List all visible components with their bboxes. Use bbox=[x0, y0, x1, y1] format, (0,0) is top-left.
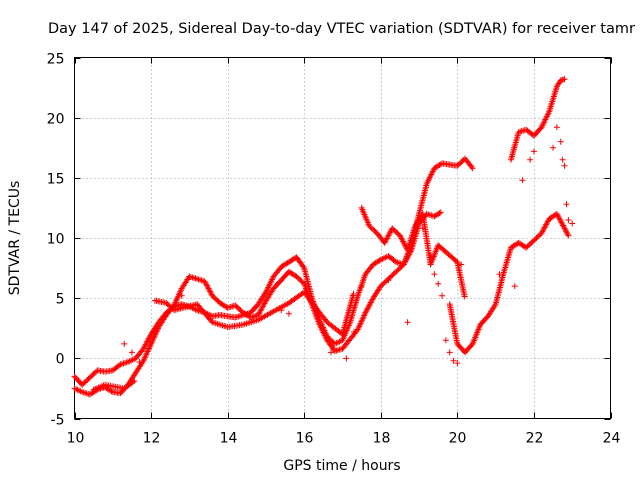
data-point bbox=[519, 177, 526, 184]
x-tick-label: 18 bbox=[373, 431, 391, 447]
data-point bbox=[358, 283, 365, 290]
data-point bbox=[437, 209, 444, 216]
data-point bbox=[565, 216, 572, 223]
x-tick-label: 10 bbox=[67, 431, 85, 447]
data-point bbox=[565, 232, 572, 239]
x-tick-label: 24 bbox=[603, 431, 621, 447]
data-point bbox=[108, 388, 115, 395]
data-points bbox=[71, 76, 576, 398]
x-tick-label: 20 bbox=[449, 431, 467, 447]
data-point bbox=[350, 328, 357, 335]
data-point bbox=[343, 355, 350, 362]
data-point bbox=[436, 210, 443, 217]
y-tick-label: 20 bbox=[47, 112, 65, 128]
data-point bbox=[350, 290, 357, 297]
data-point bbox=[328, 349, 335, 356]
y-tick-label: 5 bbox=[56, 292, 65, 308]
y-tick-label: 0 bbox=[56, 352, 65, 368]
data-point bbox=[427, 253, 434, 260]
data-point bbox=[557, 138, 564, 145]
data-point bbox=[496, 271, 503, 278]
data-point bbox=[419, 225, 426, 232]
x-tick-label: 14 bbox=[220, 431, 238, 447]
y-tick-label: -5 bbox=[51, 413, 65, 429]
data-point bbox=[278, 307, 285, 314]
data-point bbox=[439, 292, 446, 299]
data-point bbox=[121, 340, 128, 347]
y-tick-label: 10 bbox=[47, 232, 65, 248]
data-point bbox=[458, 261, 465, 268]
data-point bbox=[511, 283, 518, 290]
grid bbox=[74, 57, 611, 419]
data-point bbox=[128, 349, 135, 356]
data-point bbox=[116, 362, 123, 369]
data-point bbox=[300, 263, 307, 270]
data-point bbox=[407, 248, 414, 255]
data-point bbox=[136, 358, 143, 365]
data-point bbox=[461, 293, 468, 300]
data-point bbox=[563, 201, 570, 208]
x-tick-label: 22 bbox=[526, 431, 544, 447]
data-point bbox=[93, 368, 100, 375]
x-tick-label: 16 bbox=[296, 431, 314, 447]
y-axis-label: SDTVAR / TECUs bbox=[7, 181, 23, 296]
x-tick-label: 12 bbox=[143, 431, 161, 447]
data-point bbox=[468, 163, 475, 170]
data-point bbox=[527, 156, 534, 163]
data-point bbox=[442, 337, 449, 344]
data-point bbox=[550, 144, 557, 151]
data-point bbox=[385, 277, 392, 284]
data-point bbox=[559, 156, 566, 163]
data-point bbox=[553, 124, 560, 131]
data-point bbox=[530, 148, 537, 155]
data-point bbox=[564, 231, 571, 238]
data-point bbox=[391, 258, 398, 265]
data-point bbox=[404, 319, 411, 326]
data-point bbox=[454, 360, 461, 367]
chart-title: Day 147 of 2025, Sidereal Day-to-day VTE… bbox=[48, 21, 635, 37]
data-point bbox=[131, 378, 138, 385]
data-point bbox=[561, 162, 568, 169]
data-point bbox=[469, 165, 476, 172]
data-point bbox=[446, 349, 453, 356]
data-point bbox=[450, 357, 457, 364]
data-point bbox=[178, 292, 185, 299]
data-point bbox=[431, 271, 438, 278]
data-point bbox=[285, 310, 292, 317]
x-axis-label: GPS time / hours bbox=[283, 458, 400, 474]
y-tick-label: 15 bbox=[47, 172, 65, 188]
y-tick-label: 25 bbox=[47, 52, 65, 68]
data-point bbox=[129, 379, 136, 386]
data-point bbox=[561, 76, 568, 83]
data-point bbox=[435, 280, 442, 287]
axis-ticks: 10 12 14 16 18 20 22 24 -5 0 5 10 15 20 25 bbox=[47, 52, 621, 447]
data-point bbox=[569, 220, 576, 227]
